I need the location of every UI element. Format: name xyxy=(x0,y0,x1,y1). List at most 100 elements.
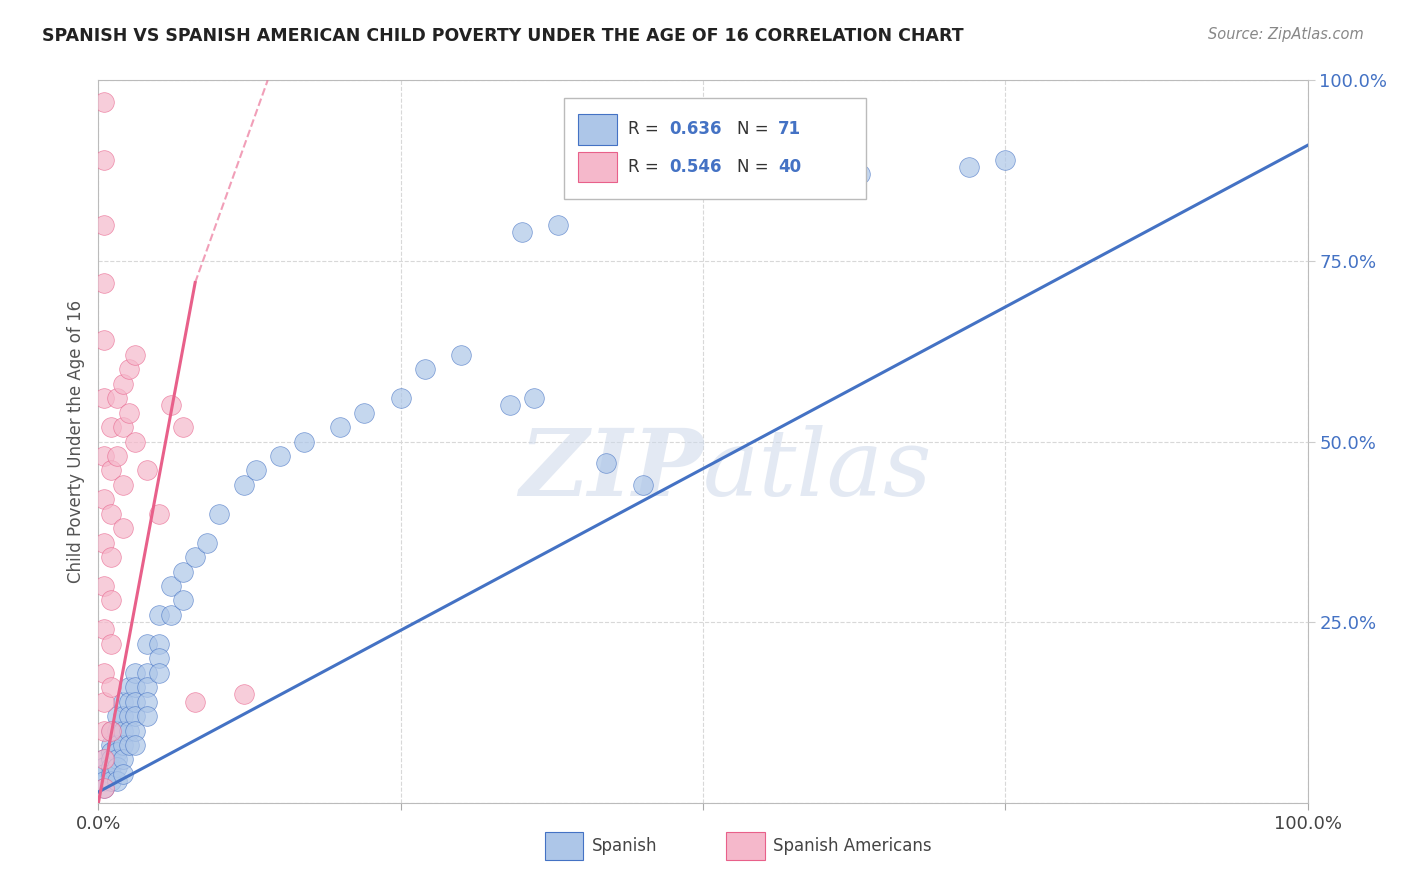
Point xyxy=(100,593,122,607)
Text: Spanish: Spanish xyxy=(592,838,657,855)
Text: ZIP: ZIP xyxy=(519,425,703,516)
Point xyxy=(100,745,122,759)
Point xyxy=(111,752,134,766)
Point xyxy=(510,225,533,239)
Point xyxy=(105,745,128,759)
Point xyxy=(93,752,115,766)
Point xyxy=(93,391,115,405)
Point xyxy=(595,456,617,470)
Point xyxy=(329,420,352,434)
Point xyxy=(93,334,115,348)
Point xyxy=(450,348,472,362)
Point xyxy=(93,218,115,232)
Point xyxy=(232,478,254,492)
Point xyxy=(160,607,183,622)
Point xyxy=(184,695,207,709)
Point xyxy=(172,593,194,607)
Point xyxy=(118,709,141,723)
Point xyxy=(93,752,115,766)
Point xyxy=(93,774,115,789)
Text: N =: N = xyxy=(737,120,773,138)
Point xyxy=(93,623,115,637)
Text: SPANISH VS SPANISH AMERICAN CHILD POVERTY UNDER THE AGE OF 16 CORRELATION CHART: SPANISH VS SPANISH AMERICAN CHILD POVERT… xyxy=(42,27,963,45)
FancyBboxPatch shape xyxy=(725,832,765,860)
Point xyxy=(148,637,170,651)
Point xyxy=(631,478,654,492)
Point xyxy=(160,579,183,593)
Point xyxy=(100,550,122,565)
Point xyxy=(100,420,122,434)
Point xyxy=(100,637,122,651)
Point xyxy=(148,507,170,521)
Point xyxy=(111,695,134,709)
Point xyxy=(195,535,218,549)
Point xyxy=(93,760,115,774)
Point xyxy=(124,665,146,680)
Point xyxy=(118,695,141,709)
Point xyxy=(957,160,980,174)
Point xyxy=(124,709,146,723)
Point xyxy=(93,449,115,463)
Point xyxy=(100,463,122,477)
Point xyxy=(93,276,115,290)
Point xyxy=(413,362,436,376)
Point xyxy=(93,153,115,167)
Point xyxy=(124,680,146,694)
Point xyxy=(93,781,115,796)
Text: R =: R = xyxy=(628,120,664,138)
Point xyxy=(232,687,254,701)
Point xyxy=(100,752,122,766)
Point xyxy=(105,738,128,752)
Point xyxy=(105,723,128,738)
Point xyxy=(135,695,157,709)
Text: 0.546: 0.546 xyxy=(669,158,721,176)
Point xyxy=(124,348,146,362)
FancyBboxPatch shape xyxy=(544,832,583,860)
Point xyxy=(93,723,115,738)
Point xyxy=(124,695,146,709)
Point xyxy=(118,723,141,738)
Point xyxy=(111,723,134,738)
Point xyxy=(172,420,194,434)
Text: 71: 71 xyxy=(778,120,801,138)
Point xyxy=(100,760,122,774)
Point xyxy=(93,492,115,507)
Point xyxy=(111,376,134,391)
Text: R =: R = xyxy=(628,158,664,176)
Point xyxy=(93,781,115,796)
FancyBboxPatch shape xyxy=(578,152,617,182)
Point xyxy=(148,607,170,622)
Point xyxy=(269,449,291,463)
Point xyxy=(100,680,122,694)
Point xyxy=(100,507,122,521)
Point xyxy=(100,723,122,738)
Point xyxy=(148,651,170,665)
Point xyxy=(105,760,128,774)
Point xyxy=(105,709,128,723)
Point xyxy=(111,478,134,492)
Point xyxy=(184,550,207,565)
FancyBboxPatch shape xyxy=(578,114,617,145)
Text: 0.636: 0.636 xyxy=(669,120,721,138)
Point xyxy=(93,579,115,593)
FancyBboxPatch shape xyxy=(564,98,866,200)
Point xyxy=(118,362,141,376)
Point xyxy=(111,738,134,752)
Point xyxy=(498,398,520,412)
Point xyxy=(389,391,412,405)
Point xyxy=(93,535,115,549)
Point xyxy=(111,709,134,723)
Point xyxy=(172,565,194,579)
Y-axis label: Child Poverty Under the Age of 16: Child Poverty Under the Age of 16 xyxy=(66,300,84,583)
Point xyxy=(93,95,115,109)
Point xyxy=(118,680,141,694)
Point xyxy=(124,723,146,738)
Point xyxy=(100,738,122,752)
Point xyxy=(135,680,157,694)
Point xyxy=(93,767,115,781)
Text: Source: ZipAtlas.com: Source: ZipAtlas.com xyxy=(1208,27,1364,42)
Point xyxy=(135,709,157,723)
Point xyxy=(111,767,134,781)
Point xyxy=(118,406,141,420)
Point xyxy=(353,406,375,420)
